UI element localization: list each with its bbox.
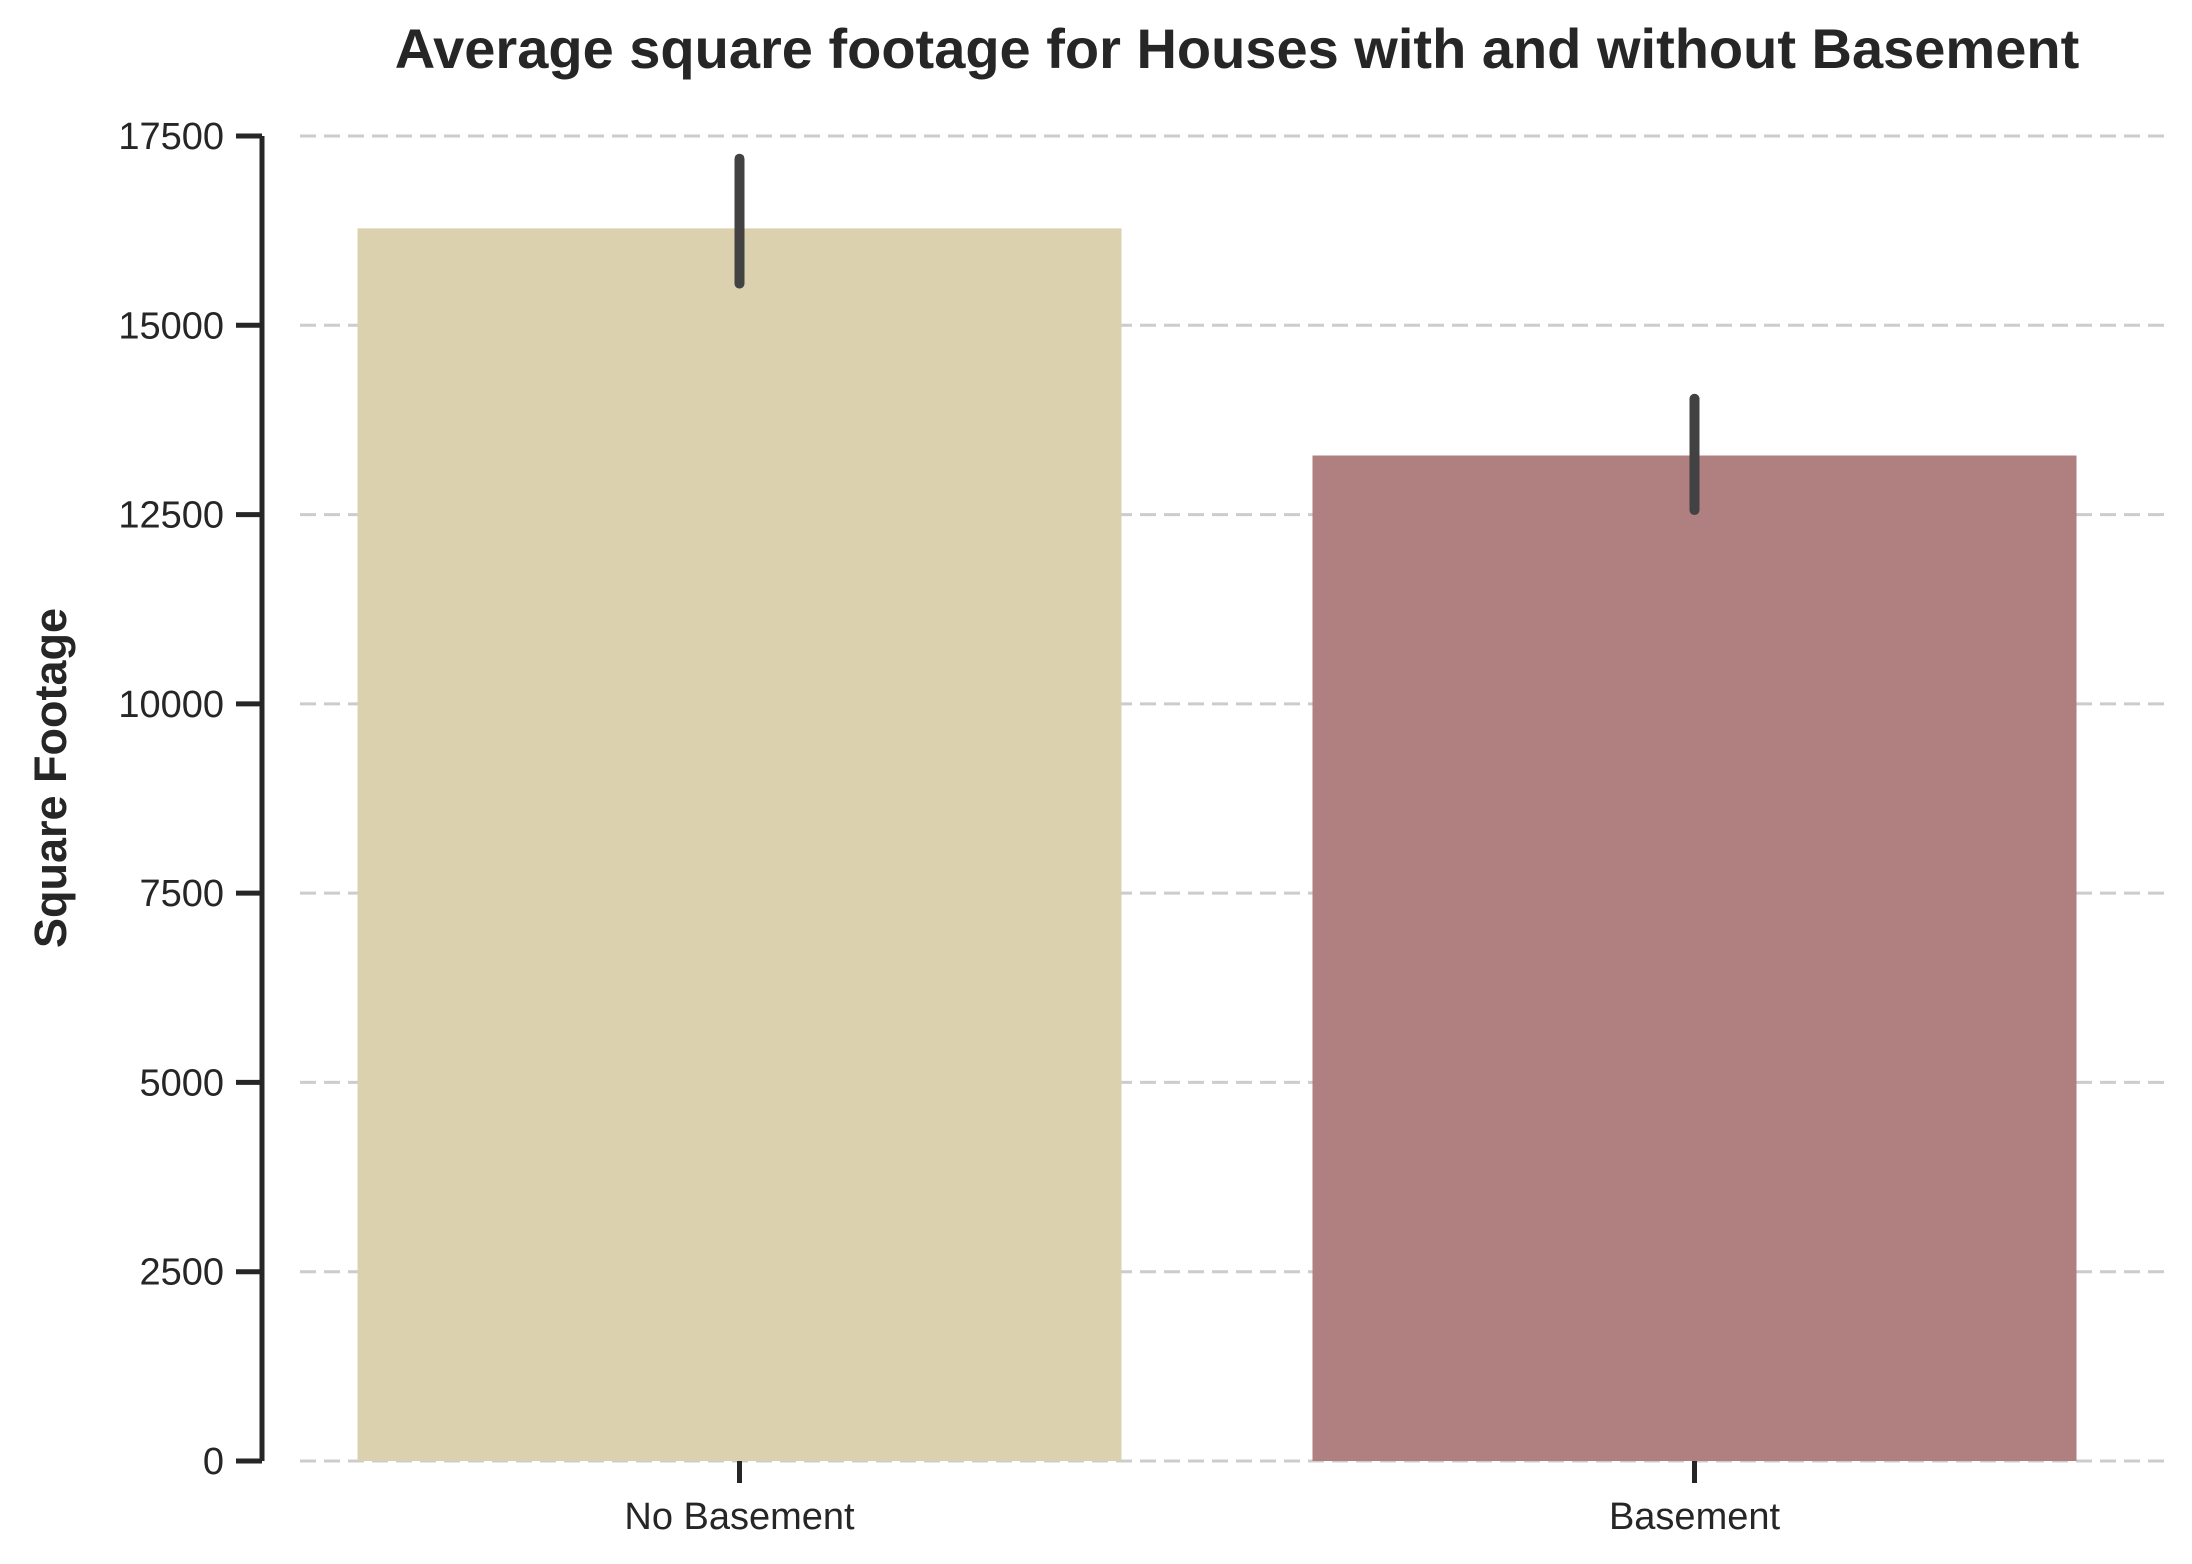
y-tick-label: 0 bbox=[203, 1441, 224, 1483]
x-tick-label: No Basement bbox=[624, 1496, 855, 1538]
bar bbox=[1312, 455, 2077, 1461]
bar bbox=[357, 228, 1122, 1461]
y-tick-label: 15000 bbox=[118, 305, 224, 347]
y-tick-label: 5000 bbox=[139, 1062, 224, 1104]
chart-title: Average square footage for Houses with a… bbox=[395, 17, 2079, 80]
y-tick-label: 17500 bbox=[118, 116, 224, 158]
y-axis-label: Square Footage bbox=[25, 608, 76, 948]
bars bbox=[357, 153, 2077, 1461]
x-tick-label: Basement bbox=[1609, 1496, 1781, 1538]
y-tick-label: 2500 bbox=[139, 1252, 224, 1294]
y-tick-label: 12500 bbox=[118, 495, 224, 537]
axes: 0 2500 5000 7500 10000 12500 15000 17500 No Base… bbox=[118, 116, 1780, 1538]
y-tick-label: 10000 bbox=[118, 684, 224, 726]
y-tick-label: 7500 bbox=[139, 873, 224, 915]
